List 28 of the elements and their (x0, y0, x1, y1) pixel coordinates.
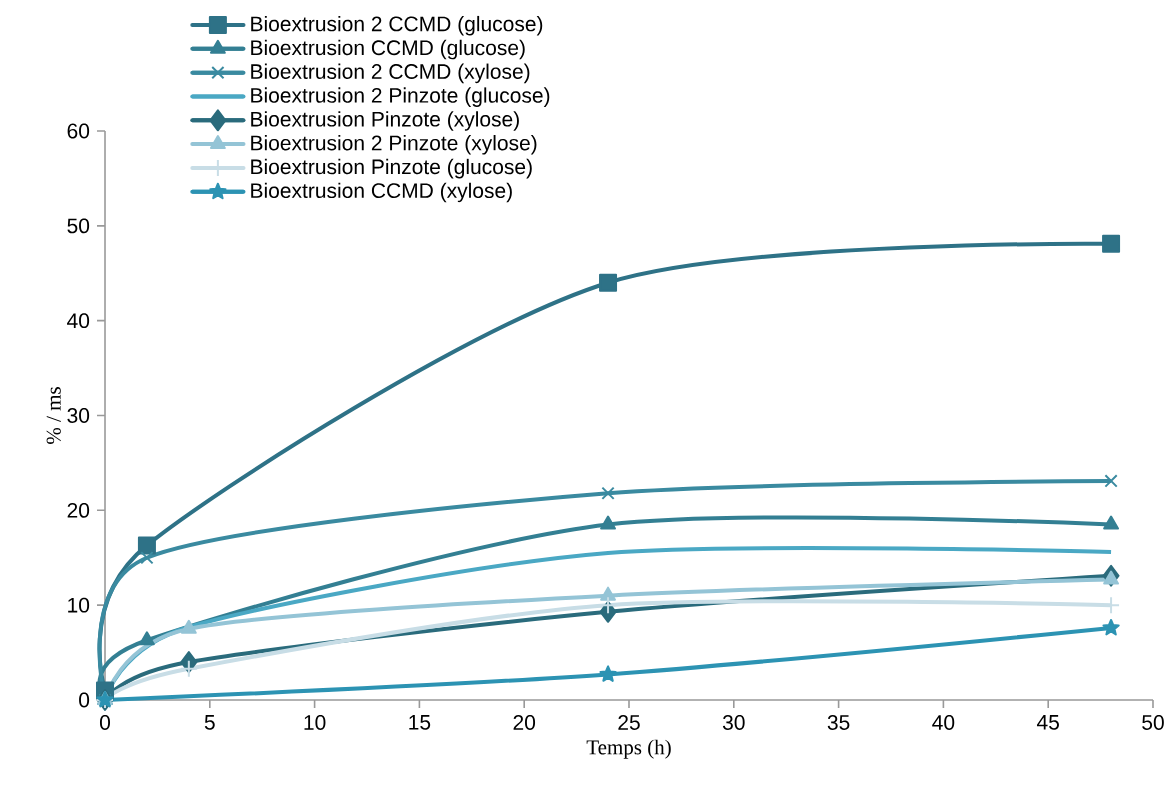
y-tick-label: 60 (67, 123, 90, 139)
y-tick-label: 20 (67, 502, 90, 518)
x-tick-label: 10 (304, 715, 326, 730)
x-tick-label: 0 (99, 715, 111, 730)
legend-label: Bioextrusion 2 CCMD (xylose) (251, 63, 530, 84)
legend-label: Bioextrusion Pinzote (glucose) (251, 158, 532, 179)
legend-label: Bioextrusion 2 Pinzote (xylose) (251, 135, 537, 155)
x-tick-label: 15 (409, 715, 431, 730)
legend-label: Bioextrusion 2 CCMD (glucose) (251, 15, 543, 36)
x-tick-label: 5 (204, 715, 215, 730)
legend-label: Bioextrusion 2 Pinzote (glucose) (251, 87, 550, 107)
x-tick-label: 35 (827, 715, 850, 730)
x-tick-label: 20 (513, 715, 536, 730)
x-axis-title: Temps (h) (586, 739, 671, 759)
x-tick-label: 45 (1036, 715, 1059, 730)
legend-label: Bioextrusion CCMD (xylose) (251, 182, 512, 203)
y-tick-label: 50 (67, 218, 90, 234)
y-tick-label: 10 (68, 597, 90, 613)
y-tick-label: 30 (67, 408, 90, 423)
legend-label: Bioextrusion Pinzote (xylose) (251, 111, 519, 131)
legend-label: Bioextrusion CCMD (glucose) (251, 39, 525, 60)
y-axis-title: % / ms (46, 387, 61, 444)
x-tick-label: 30 (722, 715, 745, 730)
x-tick-label: 40 (932, 715, 955, 730)
y-tick-label: 40 (67, 313, 90, 329)
x-tick-label: 50 (1142, 715, 1164, 730)
y-tick-label: 0 (79, 692, 90, 708)
x-tick-label: 25 (618, 715, 640, 730)
